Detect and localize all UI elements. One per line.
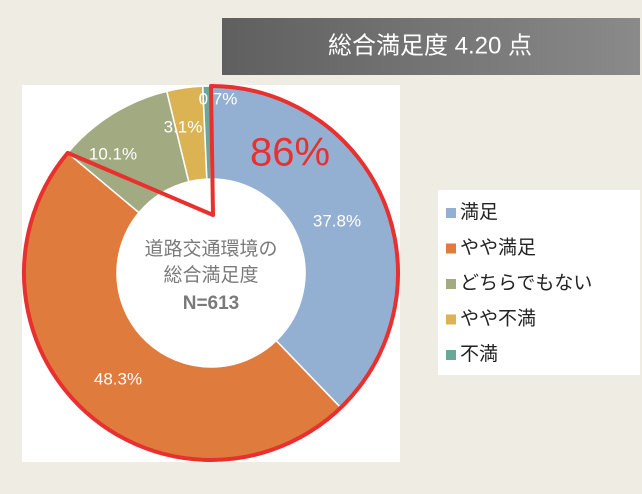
legend-swatch [446,243,456,254]
chart-title: 総合満足度 4.20 点 [328,32,532,59]
value-label: 0.7% [199,89,238,108]
highlight-outline [22,84,400,462]
title-banner [222,18,640,75]
legend-swatch [446,279,456,289]
value-label: 48.3% [94,369,142,388]
value-label: 10.1% [89,144,137,163]
legend-label: 満足 [460,201,498,223]
legend-swatch [446,314,456,325]
legend-box [438,190,640,375]
center-text: N=613 [183,293,240,314]
center-text: 道路交通環境の [144,238,277,260]
annotation: 86% [250,131,330,175]
value-label: 3.1% [164,117,203,136]
legend-swatch [446,350,456,360]
legend-label: 不満 [460,343,498,365]
legend-label: どちらでもない [460,272,592,294]
legend-swatch [446,208,456,218]
legend-label: やや不満 [460,308,536,330]
legend-label: やや満足 [460,237,536,259]
value-label: 37.8% [313,211,361,230]
center-text: 総合満足度 [163,264,258,286]
